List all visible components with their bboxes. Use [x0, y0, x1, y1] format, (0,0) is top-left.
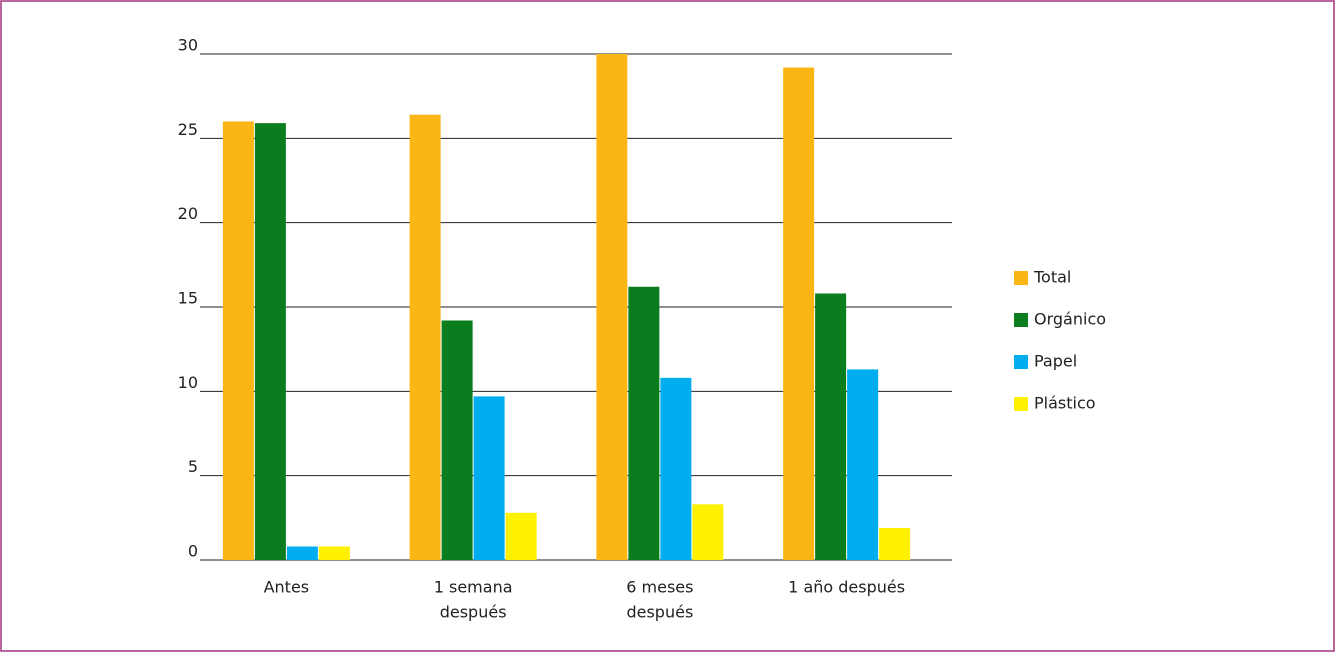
- x-tick-label: Antes: [264, 578, 310, 597]
- bar: [409, 114, 441, 560]
- bar: [783, 67, 815, 560]
- y-tick-label: 30: [178, 36, 198, 55]
- legend-label: Plástico: [1034, 394, 1096, 413]
- bar: [815, 293, 847, 560]
- legend-swatch: [1014, 397, 1028, 411]
- x-tick-label: después: [626, 603, 693, 622]
- y-tick-label: 10: [178, 373, 198, 392]
- bar: [254, 123, 286, 561]
- bar: [318, 546, 350, 560]
- y-tick-label: 20: [178, 204, 198, 223]
- y-tick-label: 5: [188, 457, 198, 476]
- bar: [628, 286, 660, 560]
- bar: [596, 54, 628, 560]
- bar: [879, 527, 911, 560]
- bar: [222, 121, 254, 560]
- bar: [505, 512, 537, 560]
- legend-label: Papel: [1034, 352, 1077, 371]
- legend-swatch: [1014, 313, 1028, 327]
- y-tick-label: 15: [178, 289, 198, 308]
- x-tick-label: 1 año después: [788, 578, 905, 597]
- bar: [660, 377, 692, 560]
- bar: [847, 369, 879, 560]
- x-tick-label: después: [440, 603, 507, 622]
- legend-swatch: [1014, 355, 1028, 369]
- y-tick-label: 25: [178, 120, 198, 139]
- bar: [286, 546, 318, 560]
- bar: [473, 396, 505, 560]
- legend-label: Orgánico: [1034, 310, 1106, 329]
- y-tick-label: 0: [188, 542, 198, 561]
- x-tick-label: 1 semana: [434, 578, 513, 597]
- bar: [692, 504, 724, 560]
- x-tick-label: 6 meses: [626, 578, 693, 597]
- legend-label: Total: [1033, 268, 1071, 287]
- bar: [441, 320, 473, 560]
- legend-swatch: [1014, 271, 1028, 285]
